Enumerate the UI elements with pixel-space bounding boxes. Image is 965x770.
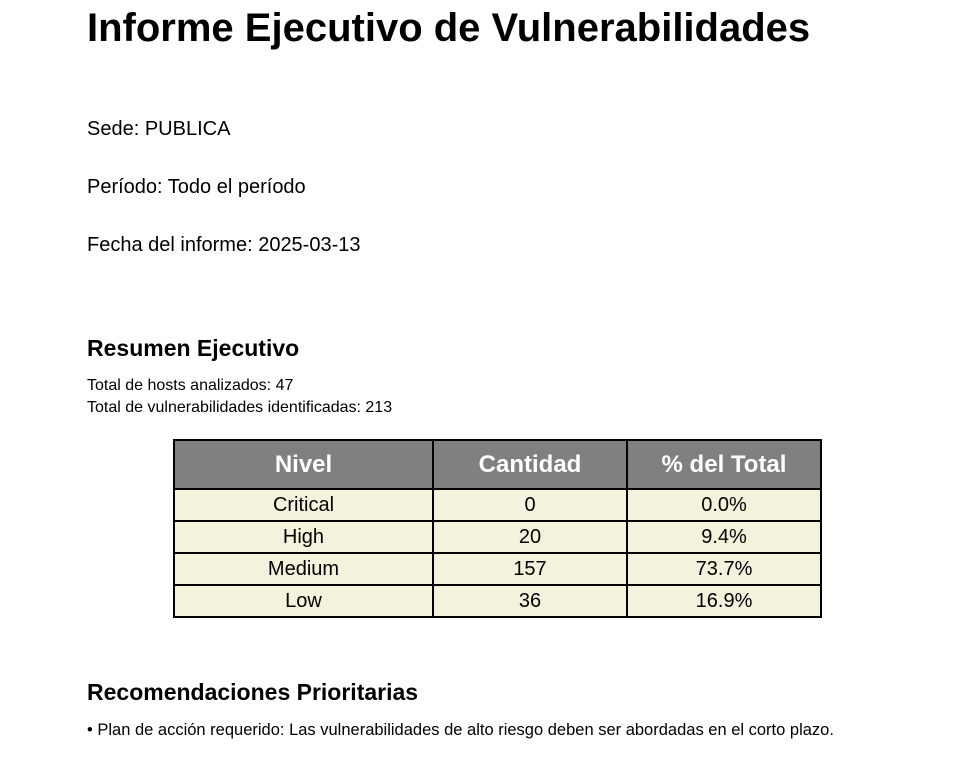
header-nivel: Nivel [173, 439, 434, 490]
periodo-line: Período: Todo el período [87, 176, 306, 198]
recommendation-item: • Plan de acción requerido: Las vulnerab… [87, 721, 834, 739]
header-porcentaje: % del Total [626, 439, 822, 490]
cell-porcentaje: 73.7% [626, 552, 822, 586]
cell-cantidad: 157 [432, 552, 628, 586]
cell-porcentaje: 9.4% [626, 520, 822, 554]
cell-nivel: Critical [173, 488, 434, 522]
table-row: Medium 157 73.7% [173, 552, 822, 586]
fecha-line: Fecha del informe: 2025-03-13 [87, 234, 361, 256]
report-title: Informe Ejecutivo de Vulnerabilidades [87, 6, 811, 50]
table-row: Critical 0 0.0% [173, 488, 822, 522]
cell-nivel: Medium [173, 552, 434, 586]
table-header-row: Nivel Cantidad % del Total [173, 439, 822, 490]
vulns-total: Total de vulnerabilidades identificadas:… [87, 399, 393, 416]
cell-nivel: Low [173, 584, 434, 618]
recommendations-heading: Recomendaciones Prioritarias [87, 679, 419, 705]
hosts-total: Total de hosts analizados: 47 [87, 377, 294, 394]
cell-cantidad: 20 [432, 520, 628, 554]
header-cantidad: Cantidad [432, 439, 628, 490]
cell-cantidad: 0 [432, 488, 628, 522]
table-row: High 20 9.4% [173, 520, 822, 554]
summary-heading: Resumen Ejecutivo [87, 335, 300, 361]
cell-cantidad: 36 [432, 584, 628, 618]
sede-line: Sede: PUBLICA [87, 118, 231, 140]
table-row: Low 36 16.9% [173, 584, 822, 618]
cell-nivel: High [173, 520, 434, 554]
cell-porcentaje: 0.0% [626, 488, 822, 522]
severity-table: Nivel Cantidad % del Total Critical 0 0.… [173, 439, 822, 618]
cell-porcentaje: 16.9% [626, 584, 822, 618]
